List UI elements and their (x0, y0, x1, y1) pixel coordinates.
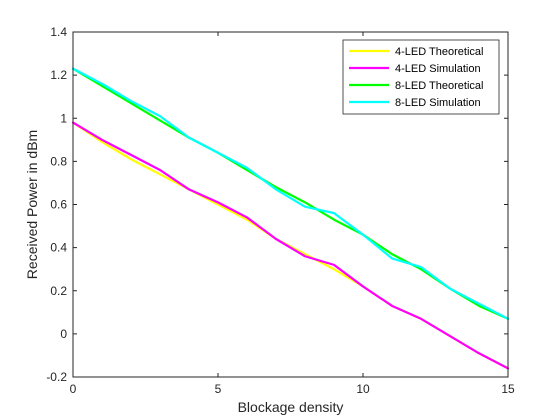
y-tick-label: 1.4 (50, 25, 67, 39)
y-tick-label: 1.2 (50, 68, 67, 82)
tick-layer: 0 5 10 15-0.200.20.40.60.811.21.4 (46, 25, 515, 396)
legend-label: 4-LED Theoretical (395, 46, 483, 58)
y-tick-label: 0.6 (50, 198, 67, 212)
x-tick-label: 5 (215, 382, 222, 396)
series-layer (71, 67, 510, 370)
y-tick-label: 0 (60, 327, 67, 341)
legend: 4-LED Theoretical 4-LED Simulation 8-LED T… (342, 39, 500, 115)
legend-label: 8-LED Simulation (395, 97, 481, 109)
x-axis-label: Blockage density (238, 399, 344, 415)
y-tick-label: 0.2 (50, 284, 67, 298)
series-line-8-led-simulation (71, 67, 510, 320)
y-tick-label: -0.2 (46, 370, 67, 384)
legend-label: 8-LED Theoretical (395, 80, 483, 92)
x-tick-label: 0 (70, 382, 77, 396)
x-tick-label: 10 (356, 382, 370, 396)
y-axis-label: Received Power in dBm (24, 130, 40, 279)
y-tick-label: 0.4 (50, 241, 67, 255)
y-tick-label: 0.8 (50, 154, 67, 168)
x-tick-label: 15 (501, 382, 515, 396)
legend-label: 4-LED Simulation (395, 63, 481, 75)
series-line-4-led-simulation (71, 121, 510, 370)
y-tick-label: 1 (60, 111, 67, 125)
